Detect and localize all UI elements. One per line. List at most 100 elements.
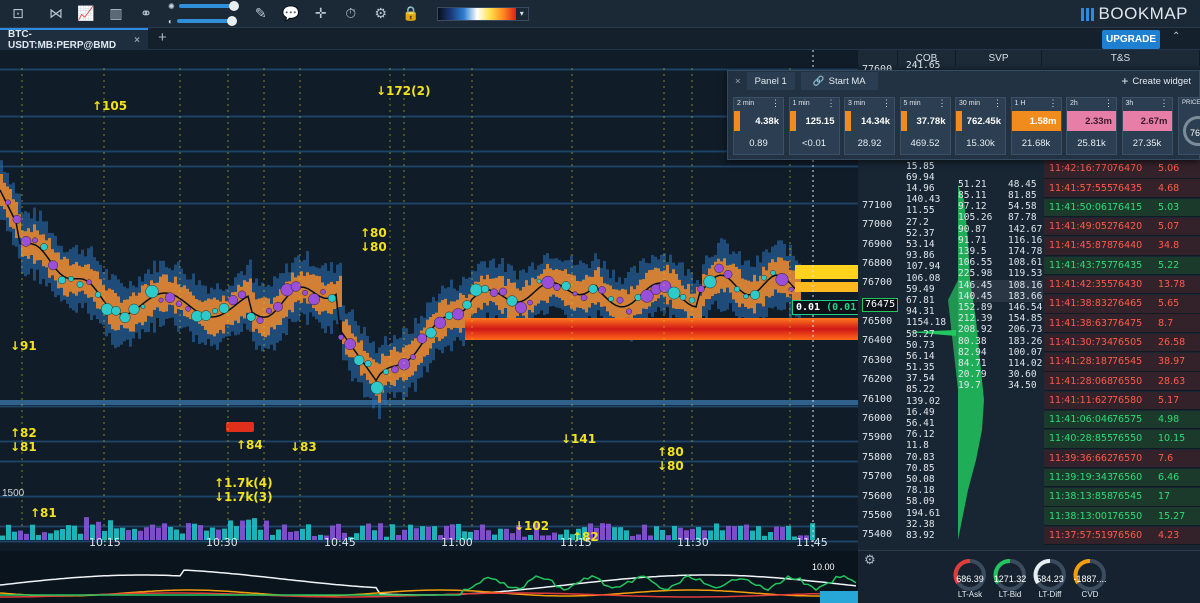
heatmap-chart[interactable] xyxy=(0,50,858,550)
contrast-slider-knob[interactable] xyxy=(226,16,237,26)
ladder-price-cell: 77000 xyxy=(862,219,893,231)
time-label: 11:45 xyxy=(796,536,828,549)
price-header xyxy=(858,50,898,66)
contrast-slider[interactable] xyxy=(176,16,237,26)
more-icon[interactable]: ⋮ xyxy=(937,98,947,108)
ts-row[interactable]: 11:42:16:770 76470 5.06 xyxy=(1044,160,1200,179)
create-widget-button[interactable]: + Create widget xyxy=(1121,74,1191,88)
chat-icon[interactable]: 💬 xyxy=(281,5,300,22)
ts-row[interactable]: 11:41:28:068 76550 28.63 xyxy=(1044,372,1200,391)
ts-row[interactable]: 11:38:13:001 76550 15.27 xyxy=(1044,507,1200,526)
interval-widget[interactable]: 30 min ⋮ 762.45k 15.30k xyxy=(955,97,1006,155)
chevron-down-icon[interactable]: ▾ xyxy=(515,7,528,20)
chevron-up-icon[interactable]: ⌃ xyxy=(1172,31,1181,42)
close-icon[interactable]: × xyxy=(134,34,140,46)
activity-cell xyxy=(612,289,615,317)
svp-bid-cell xyxy=(1008,168,1042,179)
chart-indicators-icon[interactable]: 📈 xyxy=(77,5,95,22)
screenshot-icon[interactable]: ⊡ xyxy=(12,5,24,22)
volume-bar xyxy=(462,531,467,540)
ts-row[interactable]: 11:41:42:355 76430 13.78 xyxy=(1044,275,1200,295)
ts-row[interactable]: 11:41:49:052 76420 5.07 xyxy=(1044,217,1200,237)
volume-bar xyxy=(186,523,191,540)
brightness-slider[interactable] xyxy=(178,1,239,11)
liquidity-band xyxy=(0,202,858,205)
volume-bar xyxy=(504,528,509,540)
price-dial-widget[interactable]: PRICE DI 764 xyxy=(1178,97,1200,155)
volume-bar xyxy=(540,535,545,540)
large-order-marker xyxy=(226,422,254,432)
volume-bar xyxy=(552,532,557,540)
ts-row[interactable]: 11:41:38:832 76465 5.65 xyxy=(1044,295,1200,314)
interval-widget[interactable]: 3 min ⋮ 14.34k 28.92 xyxy=(844,97,895,155)
more-icon[interactable]: ⋮ xyxy=(1104,98,1113,108)
timer-icon[interactable]: ⏱ xyxy=(345,5,357,22)
sell-trade-dot xyxy=(572,291,578,297)
more-icon[interactable]: ⋮ xyxy=(1159,98,1169,108)
bar-chart-icon[interactable]: ▥ xyxy=(109,5,123,22)
interval-widget[interactable]: 1 H ⋮ 1.58m 21.68k xyxy=(1010,97,1062,155)
cob-cell: 93.86 xyxy=(906,250,935,262)
more-icon[interactable]: ⋮ xyxy=(771,98,780,108)
ts-row[interactable]: 11:41:45:878 76440 34.8 xyxy=(1044,237,1200,256)
more-icon[interactable]: ⋮ xyxy=(993,98,1002,108)
ts-row[interactable]: 11:40:28:855 76550 10.15 xyxy=(1044,430,1200,449)
ts-row[interactable]: 11:41:28:187 76545 38.97 xyxy=(1044,353,1200,372)
volume-bar xyxy=(204,530,209,540)
activity-cell xyxy=(18,214,21,238)
volume-bar xyxy=(288,531,293,540)
volume-bar xyxy=(558,534,563,540)
ask-liquidity-level xyxy=(795,265,858,279)
more-icon[interactable]: ⋮ xyxy=(882,98,891,108)
ladder-price-cell: 76500 xyxy=(862,316,893,328)
lock-icon[interactable]: 🔒 xyxy=(401,5,420,22)
activity-cell xyxy=(147,285,150,316)
ts-row[interactable]: 11:37:57:519 76560 4.23 xyxy=(1044,526,1200,546)
ts-row[interactable]: 11:39:36:662 76570 7.6 xyxy=(1044,449,1200,468)
ts-time: 11:38:13:858 xyxy=(1049,491,1113,503)
gear-icon[interactable]: ⚙ xyxy=(864,552,876,567)
close-icon[interactable]: × xyxy=(735,75,741,87)
start-ma-button[interactable]: 🔗 Start MA xyxy=(800,72,878,90)
crosshair-icon[interactable]: ✛ xyxy=(314,5,327,22)
ts-row[interactable]: 11:41:11:627 76580 5.17 xyxy=(1044,391,1200,411)
activity-cell xyxy=(759,275,762,304)
ts-row[interactable]: 11:41:43:757 76435 5.22 xyxy=(1044,256,1200,275)
activity-cell xyxy=(144,284,147,322)
interval-widget[interactable]: 2h ⋮ 2.33m 25.81k xyxy=(1066,97,1117,155)
ts-row[interactable]: 11:38:13:858 76545 17 xyxy=(1044,488,1200,507)
interval-widget[interactable]: 2 min ⋮ 4.38k 0.89 xyxy=(733,97,784,155)
widget-panel[interactable]: × Panel 1 🔗 Start MA + Create widget 2 min… xyxy=(727,70,1200,160)
svp-ask-cell: 90.87 xyxy=(958,223,987,235)
ts-row[interactable]: 11:41:30:734 76505 26.58 xyxy=(1044,333,1200,353)
cob-cell: 58.27 xyxy=(906,328,935,340)
sell-trade-dot xyxy=(788,287,794,293)
sell-trade-dot xyxy=(598,286,606,294)
volume-bar xyxy=(396,534,401,540)
share-icon[interactable]: ⋈ xyxy=(49,5,63,22)
brightness-slider-knob[interactable] xyxy=(228,1,239,11)
volume-bar xyxy=(768,532,773,540)
link-icon[interactable]: ⚭ xyxy=(140,5,152,22)
add-tab-button[interactable]: + xyxy=(158,29,167,46)
interval-widget[interactable]: 3h ⋮ 2.67m 27.35k xyxy=(1121,97,1173,155)
ts-row[interactable]: 11:39:19:343 76560 6.46 xyxy=(1044,468,1200,488)
volume-bar xyxy=(30,524,35,540)
interval-widget[interactable]: 1 min ⋮ 125.15 <0.01 xyxy=(788,97,840,155)
ts-row[interactable]: 11:41:50:061 76415 5.03 xyxy=(1044,198,1200,218)
color-scale-picker[interactable]: ▾ xyxy=(436,6,529,21)
ts-row[interactable]: 11:41:57:555 76435 4.68 xyxy=(1044,179,1200,198)
upgrade-button[interactable]: UPGRADE xyxy=(1102,30,1160,49)
more-icon[interactable]: ⋮ xyxy=(1048,98,1058,108)
ts-vol: 34.8 xyxy=(1158,240,1180,252)
ts-row[interactable]: 11:41:38:637 76475 8.7 xyxy=(1044,314,1200,333)
more-icon[interactable]: ⋮ xyxy=(826,98,836,108)
pencil-icon[interactable]: ✎ xyxy=(254,5,267,22)
lt-ask-line xyxy=(0,589,857,597)
widget-panel-tab[interactable]: Panel 1 xyxy=(746,72,795,90)
plugin-icon[interactable]: ⚙ xyxy=(374,5,387,22)
tab-instrument[interactable]: BTC-USDT:MB:PERP@BMD × xyxy=(0,28,148,51)
indicator-pane[interactable] xyxy=(0,551,858,603)
ts-row[interactable]: 11:41:06:046 76575 4.98 xyxy=(1044,410,1200,430)
interval-widget[interactable]: 5 min ⋮ 37.78k 469.52 xyxy=(899,97,951,155)
